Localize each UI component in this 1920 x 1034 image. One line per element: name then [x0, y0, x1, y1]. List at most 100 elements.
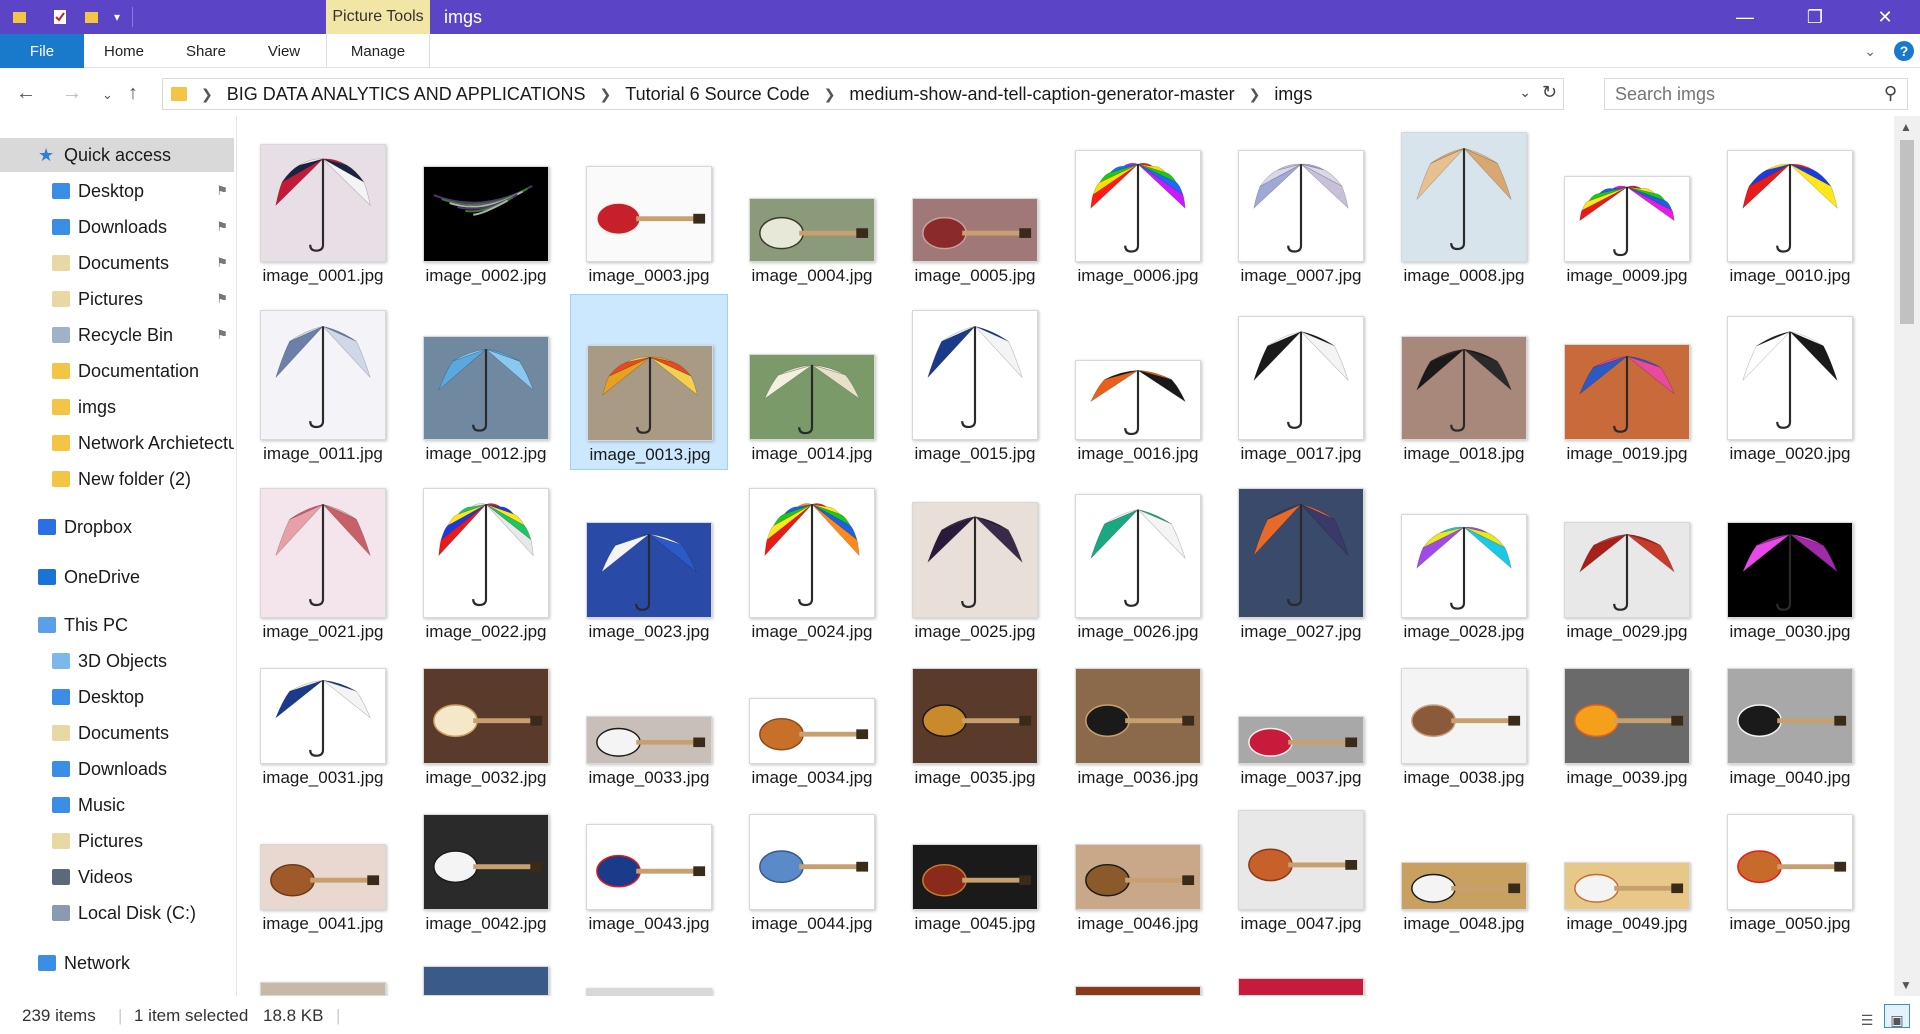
file-tile[interactable]: image_0045.jpg [896, 796, 1054, 938]
file-tile[interactable]: image_0046.jpg [1059, 796, 1217, 938]
file-tile[interactable]: image_0019.jpg [1548, 294, 1706, 470]
sidebar-item[interactable]: Network [0, 946, 234, 980]
file-tile[interactable]: image_0011.jpg [244, 294, 402, 470]
forward-arrow-icon[interactable]: → [62, 82, 82, 104]
up-arrow-icon[interactable]: ↑ [128, 82, 138, 104]
file-tile[interactable]: image_0015.jpg [896, 294, 1054, 470]
close-button[interactable]: ✕ [1850, 0, 1920, 34]
file-tile[interactable]: image_0012.jpg [407, 294, 565, 470]
file-tile[interactable]: image_0038.jpg [1385, 650, 1543, 792]
file-tile[interactable]: image_0004.jpg [733, 116, 891, 292]
file-tile[interactable]: image_0043.jpg [570, 796, 728, 938]
file-tile[interactable]: image_0049.jpg [1548, 796, 1706, 938]
sidebar-item[interactable]: This PC [0, 608, 234, 642]
sidebar-item[interactable]: Documentation [0, 354, 234, 388]
file-tile[interactable]: image_0013.jpg [570, 294, 728, 470]
pin-icon[interactable]: ⚑ [216, 255, 228, 270]
pin-icon[interactable]: ⚑ [216, 219, 228, 234]
tab-view[interactable]: View [267, 42, 301, 60]
file-tile[interactable]: image_0040.jpg [1711, 650, 1869, 792]
chevron-right-icon[interactable]: ❯ [201, 85, 213, 102]
chevron-down-icon[interactable]: ⌄ [1519, 84, 1531, 100]
file-tile[interactable]: image_0050.jpg [1711, 796, 1869, 938]
sidebar-item[interactable]: Desktop [0, 680, 234, 714]
file-tile[interactable]: image_0030.jpg [1711, 472, 1869, 648]
back-arrow-icon[interactable]: ← [16, 82, 36, 104]
file-tile[interactable]: image_0039.jpg [1548, 650, 1706, 792]
file-tile[interactable]: image_0033.jpg [570, 650, 728, 792]
sidebar-item[interactable]: Downloads ⚑ [0, 210, 234, 244]
details-view-button[interactable]: ☰ [1854, 1004, 1880, 1028]
file-tile[interactable]: image_0025.jpg [896, 472, 1054, 648]
search-box[interactable]: ⚲ [1604, 78, 1908, 110]
file-tile[interactable]: image_0002.jpg [407, 116, 565, 292]
file-tile[interactable]: image_0009.jpg [1548, 116, 1706, 292]
expand-ribbon-icon[interactable]: ⌄ [1864, 42, 1876, 59]
file-tile[interactable]: image_0023.jpg [570, 472, 728, 648]
file-tile[interactable]: image_0028.jpg [1385, 472, 1543, 648]
refresh-icon[interactable]: ↻ [1541, 82, 1557, 102]
file-tile[interactable]: image_0003.jpg [570, 116, 728, 292]
pin-icon[interactable]: ⚑ [216, 183, 228, 198]
file-tile[interactable]: image_0021.jpg [244, 472, 402, 648]
file-tile[interactable]: image_0016.jpg [1059, 294, 1217, 470]
address-bar[interactable]: ❯ BIG DATA ANALYTICS AND APPLICATIONS ❯ … [162, 78, 1564, 110]
file-tile[interactable]: image_0048.jpg [1385, 796, 1543, 938]
sidebar-item[interactable]: Downloads [0, 752, 234, 786]
file-tile[interactable]: image_0036.jpg [1059, 650, 1217, 792]
tab-share[interactable]: Share [185, 42, 227, 60]
file-tile[interactable]: image_0001.jpg [244, 116, 402, 292]
pin-icon[interactable]: ⚑ [216, 291, 228, 306]
chevron-right-icon[interactable]: ❯ [1248, 85, 1261, 102]
search-input[interactable] [1615, 83, 1865, 105]
search-icon[interactable]: ⚲ [1883, 83, 1897, 103]
file-tile[interactable]: image_0037.jpg [1222, 650, 1380, 792]
file-tile[interactable]: image_0010.jpg [1711, 116, 1869, 292]
file-tile[interactable]: image_0020.jpg [1711, 294, 1869, 470]
recent-locations-icon[interactable]: ⌄ [102, 87, 113, 102]
tab-manage[interactable]: Manage [326, 34, 430, 68]
file-tile[interactable]: image_0031.jpg [244, 650, 402, 792]
file-tile[interactable]: image_0032.jpg [407, 650, 565, 792]
sidebar-item[interactable]: Dropbox [0, 510, 234, 544]
file-tile[interactable]: image_0047.jpg [1222, 796, 1380, 938]
sidebar-item[interactable]: Pictures [0, 824, 234, 858]
new-folder-icon[interactable] [84, 9, 100, 25]
sidebar-item[interactable]: Network Archietectu [0, 426, 234, 460]
help-icon[interactable]: ? [1894, 41, 1914, 61]
file-tile[interactable]: image_0007.jpg [1222, 116, 1380, 292]
sidebar-item[interactable]: Pictures ⚑ [0, 282, 234, 316]
file-tile[interactable]: image_0008.jpg [1385, 116, 1543, 292]
file-tile[interactable]: image_0041.jpg [244, 796, 402, 938]
sidebar-item[interactable]: New folder (2) [0, 462, 234, 496]
scroll-up-icon[interactable]: ▲ [1900, 120, 1912, 134]
sidebar-item[interactable]: ★ Quick access [0, 138, 234, 172]
scroll-down-icon[interactable]: ▼ [1900, 978, 1912, 992]
file-tile[interactable]: image_0044.jpg [733, 796, 891, 938]
breadcrumb-segment[interactable]: medium-show-and-tell-caption-generator-m… [849, 83, 1235, 104]
maximize-button[interactable]: ❐ [1780, 0, 1850, 34]
file-tile[interactable]: image_0006.jpg [1059, 116, 1217, 292]
large-icons-view-button[interactable]: ▣ [1884, 1004, 1910, 1028]
file-tile[interactable]: image_0029.jpg [1548, 472, 1706, 648]
vertical-scrollbar[interactable]: ▲ ▼ [1894, 116, 1920, 996]
chevron-right-icon[interactable]: ❯ [599, 85, 612, 102]
tab-file[interactable]: File [0, 34, 84, 68]
customize-toolbar-icon[interactable]: ▾ [114, 10, 121, 24]
tab-home[interactable]: Home [103, 42, 144, 60]
breadcrumb-segment[interactable]: Tutorial 6 Source Code [625, 83, 810, 104]
sidebar-item[interactable]: imgs [0, 390, 234, 424]
sidebar-item[interactable]: Local Disk (C:) [0, 896, 234, 930]
file-tile[interactable]: image_0035.jpg [896, 650, 1054, 792]
pin-icon[interactable]: ⚑ [216, 327, 228, 342]
breadcrumb-segment[interactable]: BIG DATA ANALYTICS AND APPLICATIONS [226, 83, 586, 104]
sidebar-item[interactable]: Music [0, 788, 234, 822]
file-tile[interactable]: image_0026.jpg [1059, 472, 1217, 648]
minimize-button[interactable]: — [1710, 0, 1780, 34]
sidebar-item[interactable]: 3D Objects [0, 644, 234, 678]
file-tile[interactable]: image_0027.jpg [1222, 472, 1380, 648]
sidebar-item[interactable]: Videos [0, 860, 234, 894]
sidebar-item[interactable]: OneDrive [0, 560, 234, 594]
file-tile[interactable]: image_0022.jpg [407, 472, 565, 648]
file-tile[interactable]: image_0005.jpg [896, 116, 1054, 292]
